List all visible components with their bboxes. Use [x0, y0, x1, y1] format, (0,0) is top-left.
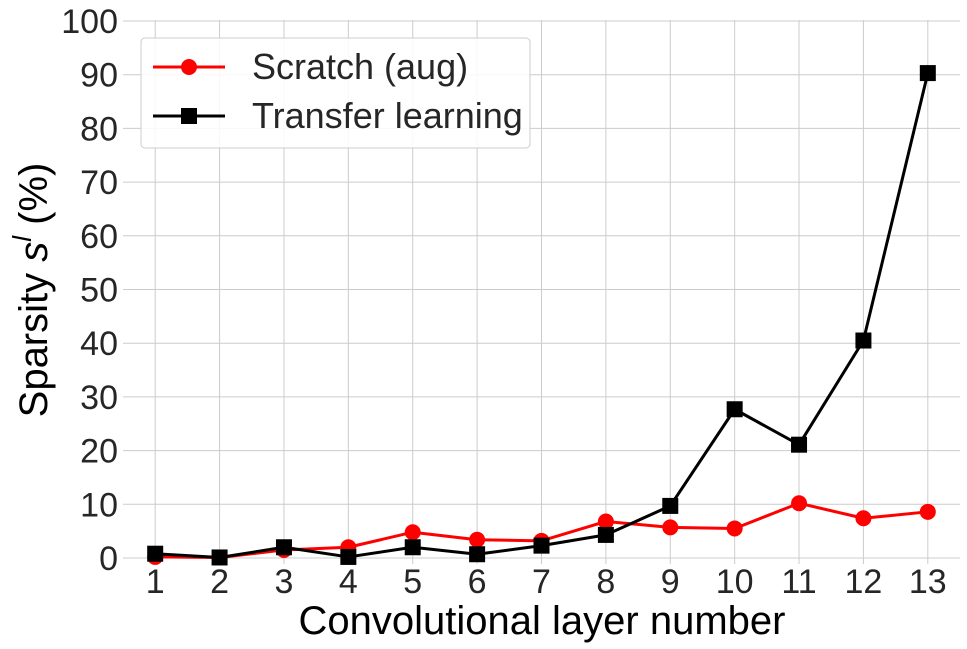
- data-point: [919, 503, 936, 520]
- data-point: [662, 497, 679, 514]
- x-tick-label: 12: [845, 563, 883, 601]
- data-point: [726, 520, 743, 537]
- legend-label: Scratch (aug): [252, 46, 468, 87]
- x-tick-label: 5: [403, 563, 422, 601]
- data-point: [469, 546, 486, 563]
- y-tick-label: 80: [80, 110, 118, 148]
- data-point: [404, 539, 421, 556]
- y-tick-label: 50: [80, 272, 118, 310]
- data-point: [597, 513, 614, 530]
- x-tick-label: 11: [781, 563, 816, 601]
- x-tick-label: 8: [596, 563, 615, 601]
- legend: Scratch (aug) Transfer learning: [140, 37, 531, 149]
- y-tick-label: 30: [80, 379, 118, 417]
- legend-marker: [181, 59, 197, 75]
- y-tick-label: 10: [80, 486, 118, 524]
- y-tick-label: 0: [99, 540, 118, 578]
- data-point: [791, 495, 808, 512]
- x-tick-label: 3: [275, 563, 294, 601]
- data-point: [275, 539, 292, 556]
- x-tick-label: 9: [661, 563, 680, 601]
- x-tick-label: 6: [468, 563, 487, 601]
- x-tick-labels: 1 2 3 4 5 6 7 8 9 10 11 12 13: [146, 563, 947, 601]
- data-point: [597, 526, 614, 543]
- y-tick-label: 60: [80, 218, 118, 256]
- x-tick-label: 10: [716, 563, 754, 601]
- data-point: [855, 332, 872, 349]
- y-tick-labels: 0 10 20 30 40 50 60 70 80 90 100: [61, 3, 118, 578]
- legend-label: Transfer learning: [252, 95, 523, 136]
- x-tick-label: 1: [146, 563, 165, 601]
- legend-box: [140, 37, 531, 149]
- y-axis-label-suffix: (%): [12, 163, 56, 236]
- data-point: [533, 537, 550, 554]
- x-tick-label: 4: [339, 563, 358, 601]
- legend-marker: [181, 108, 197, 124]
- x-tick-label: 2: [210, 563, 229, 601]
- y-axis-label-symbol: s: [12, 242, 56, 262]
- y-tick-label: 40: [80, 325, 118, 363]
- y-tick-label: 100: [61, 3, 118, 41]
- y-tick-label: 90: [80, 57, 118, 95]
- y-axis-label: Sparsity sl (%): [7, 163, 56, 418]
- data-point: [404, 524, 421, 541]
- data-point: [211, 549, 228, 566]
- x-tick-label: 13: [909, 563, 947, 601]
- x-tick-label: 7: [532, 563, 551, 601]
- data-point: [855, 510, 872, 527]
- data-point: [726, 401, 743, 418]
- data-series: [147, 65, 936, 566]
- y-axis-label-superscript: l: [7, 235, 37, 242]
- data-point: [340, 548, 357, 565]
- data-point: [147, 545, 164, 562]
- x-axis-label: Convolutional layer number: [299, 599, 786, 643]
- data-point: [791, 436, 808, 453]
- data-point: [919, 65, 936, 82]
- data-point: [662, 519, 679, 536]
- y-axis-label-prefix: Sparsity: [12, 262, 56, 418]
- data-point: [469, 531, 486, 548]
- y-tick-label: 70: [80, 164, 118, 202]
- series-transfer-learning: [147, 65, 936, 566]
- y-tick-label: 20: [80, 433, 118, 471]
